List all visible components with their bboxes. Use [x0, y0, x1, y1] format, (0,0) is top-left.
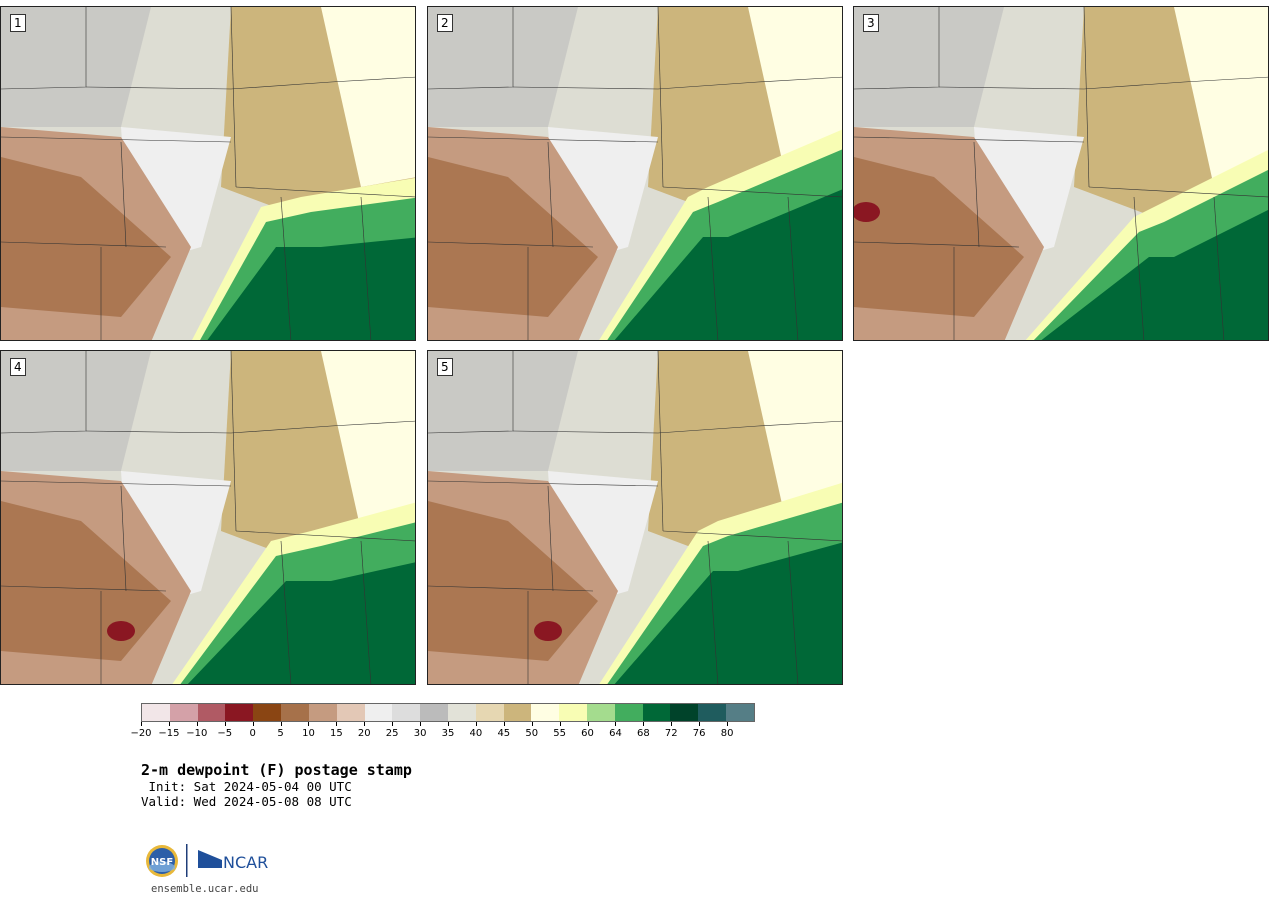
colorbar-swatch — [642, 704, 671, 721]
colorbar-tick-label: 35 — [441, 728, 455, 739]
colorbar-swatch — [559, 704, 587, 721]
colorbar-swatch — [336, 704, 365, 721]
ncar-logo-text: NCAR — [223, 853, 268, 872]
colorbar-swatch — [698, 704, 727, 721]
colorbar-tick-label: 68 — [636, 728, 650, 739]
colorbar-swatch — [670, 704, 699, 721]
colorbar-swatch — [142, 704, 170, 721]
panel-number: 3 — [863, 14, 879, 32]
dewpoint-map — [1, 7, 415, 340]
colorbar-swatch — [614, 704, 643, 721]
colorbar-swatch — [169, 704, 198, 721]
dewpoint-map — [428, 351, 842, 684]
figure-title: 2-m dewpoint (F) postage stamp — [141, 761, 412, 779]
map-panel-1: 1 — [0, 6, 416, 341]
colorbar-swatch — [475, 704, 504, 721]
map-panel-3: 3 — [853, 6, 1269, 341]
logo-divider — [186, 844, 188, 877]
ncar-logo: NCAR — [198, 850, 268, 872]
site-url: ensemble.ucar.edu — [151, 883, 259, 895]
colorbar-tick-label: −10 — [186, 728, 208, 739]
colorbar-tick-label: 80 — [720, 728, 734, 739]
panel-number: 1 — [10, 14, 26, 32]
panel-number: 2 — [437, 14, 453, 32]
colorbar-swatch — [587, 704, 615, 721]
colorbar-swatch — [447, 704, 476, 721]
colorbar-tick-label: 20 — [357, 728, 371, 739]
colorbar-swatch — [364, 704, 393, 721]
colorbar-tick-label: 40 — [469, 728, 483, 739]
nsf-logo: NSF — [146, 845, 178, 877]
panel-number: 5 — [437, 358, 453, 376]
colorbar-tick-label: 60 — [581, 728, 594, 739]
valid-time: Valid: Wed 2024-05-08 08 UTC — [141, 794, 352, 809]
colorbar-swatch — [503, 704, 532, 721]
colorbar-ticks: −20 −15 −10 −5 0 5 10 15 20 25 30 35 40 45 50 55 60 64 68 7… — [130, 722, 755, 742]
colorbar-swatch — [531, 704, 560, 721]
colorbar-swatch — [308, 704, 337, 721]
colorbar — [141, 703, 755, 722]
colorbar-tick-label: 0 — [249, 728, 256, 739]
colorbar-swatch — [420, 704, 448, 721]
colorbar-tick-label: 30 — [413, 728, 427, 739]
map-panel-5: 5 — [427, 350, 843, 685]
colorbar-swatch — [225, 704, 254, 721]
dewpoint-map — [1, 351, 415, 684]
map-panel-2: 2 — [427, 6, 843, 341]
map-panel-4: 4 — [0, 350, 416, 685]
colorbar-tick-label: −15 — [158, 728, 180, 739]
colorbar-tick-label: 45 — [497, 728, 511, 739]
colorbar-tick-label: 64 — [609, 728, 622, 739]
dewpoint-map — [854, 7, 1268, 340]
colorbar-tick-label: 72 — [664, 728, 678, 739]
colorbar-swatch — [253, 704, 282, 721]
dewpoint-map — [428, 7, 842, 340]
colorbar-tick-label: 10 — [302, 728, 315, 739]
colorbar-tick-label: 76 — [692, 728, 706, 739]
colorbar-tick-label: 50 — [525, 728, 539, 739]
colorbar-swatch — [392, 704, 421, 721]
colorbar-tick-label: 5 — [277, 728, 284, 739]
colorbar-swatch — [281, 704, 309, 721]
nsf-logo-text: NSF — [151, 857, 173, 868]
colorbar-tick-label: −20 — [130, 728, 152, 739]
panel-number: 4 — [10, 358, 26, 376]
colorbar-tick-label: 55 — [553, 728, 566, 739]
colorbar-tick-label: −5 — [217, 728, 233, 739]
init-time: Init: Sat 2024-05-04 00 UTC — [141, 779, 352, 794]
colorbar-swatch — [197, 704, 226, 721]
colorbar-swatch — [726, 704, 754, 721]
colorbar-tick-label: 25 — [385, 728, 399, 739]
logos: NSF NCAR — [146, 844, 268, 877]
colorbar-tick-label: 15 — [329, 728, 343, 739]
